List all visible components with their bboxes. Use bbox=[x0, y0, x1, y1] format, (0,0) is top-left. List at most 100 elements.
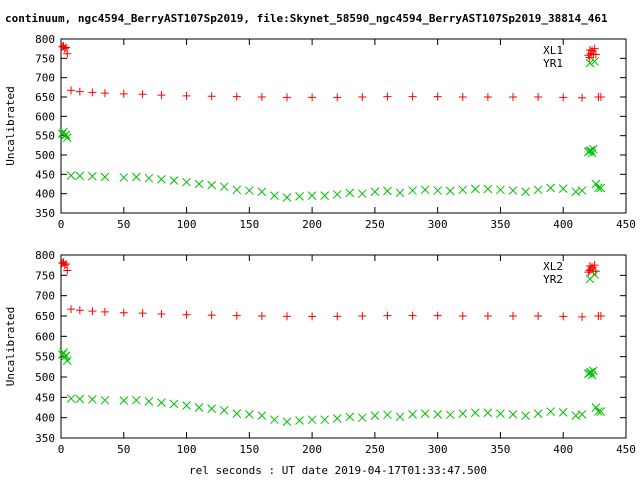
data-point bbox=[534, 312, 543, 320]
data-point bbox=[445, 186, 455, 196]
data-point bbox=[332, 414, 342, 423]
x-tick-label: 100 bbox=[177, 443, 197, 456]
data-point bbox=[157, 91, 166, 100]
data-point bbox=[308, 93, 317, 102]
x-tick-label: 450 bbox=[616, 443, 636, 456]
data-point bbox=[232, 92, 241, 101]
data-point bbox=[62, 356, 72, 366]
series-YR1 bbox=[57, 57, 606, 202]
data-point bbox=[509, 93, 517, 101]
data-point bbox=[62, 259, 71, 268]
data-point bbox=[596, 407, 606, 416]
data-point bbox=[307, 191, 317, 200]
data-point bbox=[75, 171, 85, 181]
data-point bbox=[578, 93, 587, 102]
data-point bbox=[60, 261, 69, 270]
data-point bbox=[358, 312, 367, 320]
data-point bbox=[383, 311, 392, 320]
data-point bbox=[577, 410, 587, 419]
legend-label: YR2 bbox=[543, 273, 563, 286]
data-point bbox=[591, 403, 601, 412]
data-point bbox=[596, 312, 605, 320]
data-point bbox=[144, 173, 154, 183]
data-point bbox=[433, 92, 442, 101]
x-tick-label: 450 bbox=[616, 218, 636, 231]
data-point bbox=[207, 180, 217, 190]
y-tick-label: 400 bbox=[35, 188, 55, 201]
data-point bbox=[408, 410, 417, 419]
data-point bbox=[521, 187, 530, 197]
data-point bbox=[169, 399, 179, 409]
data-point bbox=[182, 177, 191, 187]
data-point bbox=[458, 409, 468, 418]
x-tick-label: 350 bbox=[491, 218, 511, 231]
data-point bbox=[232, 311, 241, 320]
data-point bbox=[219, 182, 229, 192]
data-point bbox=[282, 417, 292, 427]
legend-marker bbox=[585, 274, 595, 284]
data-point bbox=[88, 395, 97, 404]
data-point bbox=[433, 186, 443, 195]
data-point bbox=[483, 408, 493, 418]
data-point bbox=[60, 44, 69, 53]
data-point bbox=[320, 191, 330, 200]
y-axis-label: Uncalibrated bbox=[4, 307, 17, 386]
top-panel: 350 400 450 500 550 600 650 700 750 800 0 50 100 150 2… bbox=[4, 33, 636, 231]
y-tick-label: 650 bbox=[35, 310, 55, 323]
y-tick-label: 400 bbox=[35, 412, 55, 425]
data-point bbox=[483, 312, 492, 320]
x-tick-label: 150 bbox=[239, 218, 259, 231]
data-point bbox=[558, 184, 568, 193]
data-point bbox=[383, 186, 392, 196]
y-tick-label: 750 bbox=[35, 52, 55, 65]
x-tick-label: 50 bbox=[117, 443, 130, 456]
data-point bbox=[257, 411, 267, 420]
bottom-panel: 350 400 450 500 550 600 650 700 750 800 0 50 100 150 2… bbox=[4, 249, 636, 456]
legend-label: YR1 bbox=[543, 57, 563, 70]
data-point bbox=[194, 179, 204, 189]
y-tick-label: 450 bbox=[35, 168, 55, 181]
data-point bbox=[533, 185, 543, 195]
data-point bbox=[483, 184, 493, 194]
data-point bbox=[358, 93, 367, 101]
data-point bbox=[138, 309, 147, 318]
data-point bbox=[408, 92, 417, 101]
data-point bbox=[395, 412, 405, 422]
data-point bbox=[270, 415, 279, 425]
data-point bbox=[66, 394, 76, 403]
x-tick-label: 200 bbox=[302, 443, 322, 456]
data-point bbox=[100, 89, 109, 98]
y-tick-label: 450 bbox=[35, 391, 55, 404]
series-XL2 bbox=[58, 258, 605, 321]
data-point bbox=[483, 93, 492, 101]
data-point bbox=[383, 92, 392, 101]
data-point bbox=[66, 171, 76, 180]
data-point bbox=[508, 410, 518, 419]
data-point bbox=[586, 367, 596, 377]
data-point bbox=[308, 312, 317, 321]
data-point bbox=[445, 410, 455, 420]
x-tick-label: 250 bbox=[365, 443, 385, 456]
y-tick-label: 550 bbox=[35, 130, 55, 143]
data-point bbox=[63, 266, 72, 275]
data-point bbox=[370, 411, 380, 420]
data-point bbox=[257, 187, 267, 197]
data-point bbox=[257, 312, 266, 320]
data-point bbox=[207, 92, 216, 101]
data-point bbox=[383, 410, 392, 420]
data-point bbox=[333, 93, 342, 102]
data-point bbox=[357, 189, 367, 199]
plot-frame bbox=[60, 38, 627, 214]
series-YR2 bbox=[57, 270, 606, 427]
data-point bbox=[591, 50, 600, 59]
data-point bbox=[320, 415, 330, 425]
data-point bbox=[307, 415, 317, 425]
data-point bbox=[470, 408, 480, 418]
data-point bbox=[257, 93, 266, 101]
data-point bbox=[345, 412, 355, 422]
y-axis-label: Uncalibrated bbox=[4, 86, 17, 165]
x-tick-label: 100 bbox=[177, 218, 197, 231]
data-point bbox=[207, 311, 216, 320]
y-tick-label: 350 bbox=[35, 207, 55, 220]
data-point bbox=[157, 175, 166, 184]
